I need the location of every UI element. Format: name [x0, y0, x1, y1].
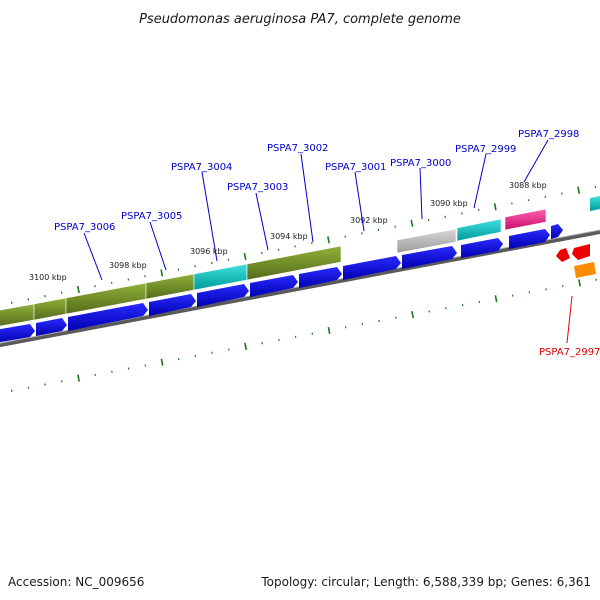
- accession-text: Accession: NC_009656: [8, 575, 144, 589]
- major-tick: [160, 269, 164, 277]
- cds-arrow[interactable]: [509, 229, 550, 249]
- cds-arrow[interactable]: [0, 324, 35, 343]
- cds-arrow[interactable]: [551, 224, 563, 239]
- tick-label: 3090 kbp: [430, 199, 468, 208]
- major-tick: [76, 285, 80, 294]
- gene-label-pspa7-3001[interactable]: PSPA7_3001: [325, 162, 386, 173]
- gene-label-pspa7-3005[interactable]: PSPA7_3005: [121, 211, 182, 222]
- gene-label-pspa7-2997[interactable]: PSPA7_2997: [539, 347, 600, 358]
- gene-label-pspa7-2999[interactable]: PSPA7_2999: [455, 144, 516, 155]
- major-tick: [243, 252, 247, 260]
- cds-arrow[interactable]: [149, 294, 196, 316]
- tick-labels: 3100 kbp 3098 kbp 3096 kbp 3094 kbp 3092…: [29, 181, 547, 282]
- gene-leader-lines: [83, 139, 573, 344]
- feature-track: [0, 196, 600, 327]
- gene-bar-pspa7-3000[interactable]: [396, 228, 457, 254]
- gene-label-pspa7-3003[interactable]: PSPA7_3003: [227, 182, 288, 193]
- gene-label-pspa7-3006[interactable]: PSPA7_3006: [54, 222, 115, 233]
- gene-label-pspa7-2998[interactable]: PSPA7_2998: [518, 129, 579, 140]
- major-tick: [411, 311, 414, 319]
- reverse-features: [556, 244, 596, 278]
- cds-arrow[interactable]: [402, 246, 457, 269]
- major-tick: [578, 279, 581, 287]
- gene-orange-bar[interactable]: [574, 262, 596, 278]
- map-title: Pseudomonas aeruginosa PA7, complete gen…: [139, 12, 461, 27]
- cds-arrow[interactable]: [299, 267, 342, 288]
- gene-pspa7-2997-arrow[interactable]: [556, 248, 570, 262]
- major-tick: [160, 358, 164, 366]
- gene-labels: PSPA7_3006 PSPA7_3005 PSPA7_3004 PSPA7_3…: [54, 129, 600, 358]
- major-tick: [327, 236, 330, 244]
- genome-backbone: [0, 230, 600, 348]
- gene-bar-pspa7-3006[interactable]: [0, 303, 35, 327]
- tick-label: 3096 kbp: [190, 247, 228, 256]
- outer-tick-ring: [10, 185, 597, 304]
- gene-label-pspa7-3002[interactable]: PSPA7_3002: [267, 143, 328, 154]
- major-tick: [410, 219, 414, 227]
- inner-tick-ring: [10, 278, 597, 392]
- gene-bar-pspa7-2999[interactable]: [456, 218, 502, 242]
- major-tick: [77, 374, 80, 382]
- gene-bar-pspa7-3003[interactable]: [246, 245, 342, 281]
- gene-bar-edge[interactable]: [590, 196, 600, 211]
- tick-label: 3094 kbp: [270, 232, 308, 241]
- cds-arrow[interactable]: [461, 238, 503, 258]
- gene-label-pspa7-3004[interactable]: PSPA7_3004: [171, 162, 232, 173]
- major-tick: [493, 203, 497, 211]
- cds-track: [0, 224, 563, 343]
- tick-label: 3092 kbp: [350, 216, 388, 225]
- tick-label: 3100 kbp: [29, 273, 67, 282]
- major-tick: [327, 326, 331, 335]
- gene-bar-pspa7-3006b[interactable]: [33, 297, 67, 321]
- cds-arrow[interactable]: [36, 318, 67, 336]
- tick-label: 3088 kbp: [509, 181, 547, 190]
- gene-label-pspa7-3000[interactable]: PSPA7_3000: [390, 158, 451, 169]
- genome-summary-text: Topology: circular; Length: 6,588,339 bp…: [260, 575, 591, 589]
- major-tick: [494, 295, 498, 303]
- cds-arrow[interactable]: [250, 275, 298, 297]
- cds-arrow[interactable]: [343, 256, 401, 280]
- cds-arrow[interactable]: [197, 284, 249, 307]
- cds-arrow[interactable]: [68, 303, 148, 331]
- gene-pspa7-2997-bar[interactable]: [572, 244, 590, 260]
- major-tick: [577, 186, 581, 194]
- tick-label: 3098 kbp: [109, 261, 147, 270]
- gene-bar-pspa7-2998[interactable]: [504, 208, 547, 231]
- major-tick: [244, 342, 247, 350]
